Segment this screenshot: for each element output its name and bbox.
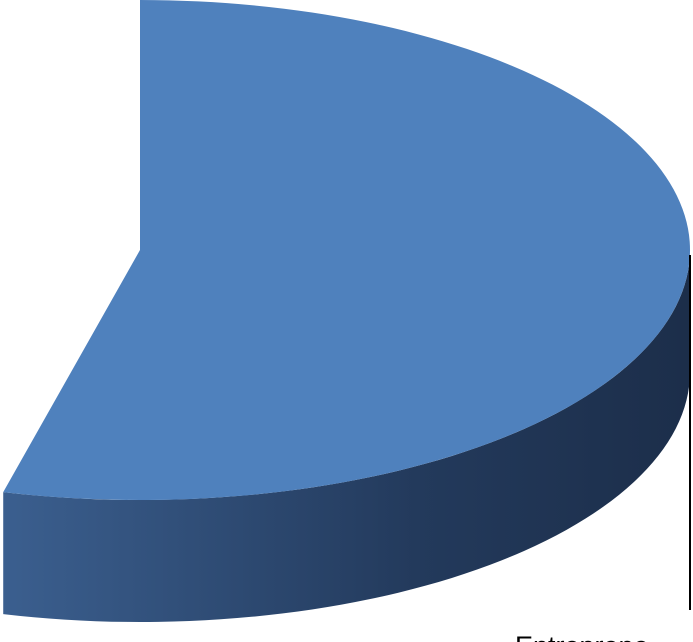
plot-area [3, 0, 690, 622]
pie-slice [3, 0, 690, 500]
legend-label: Entreprene [515, 631, 649, 642]
pie-slice-side [3, 250, 690, 622]
